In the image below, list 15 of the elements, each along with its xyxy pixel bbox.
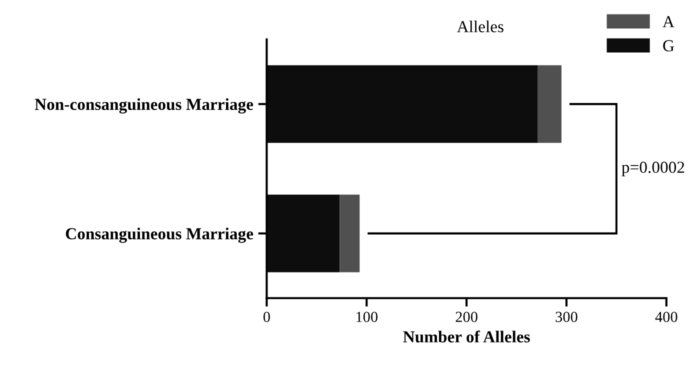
y-tick-label: Non-consanguineous Marriage xyxy=(34,98,254,114)
legend-title: Alleles xyxy=(456,20,504,32)
x-axis-title: Number of Alleles xyxy=(403,330,530,342)
x-tick-label: 100 xyxy=(356,312,378,322)
x-tick-label: 200 xyxy=(456,312,478,322)
y-tick-label: Consanguineous Marriage xyxy=(66,228,254,243)
x-tick-label: 400 xyxy=(655,312,678,322)
annotation: p=0.0002 xyxy=(622,162,684,176)
bar xyxy=(340,194,360,272)
bar xyxy=(537,65,562,143)
x-tick-label: 0 xyxy=(263,312,270,322)
legend-label: G xyxy=(663,40,674,52)
legend-label: A xyxy=(662,16,674,28)
x-tick-label: 300 xyxy=(556,312,578,322)
bar xyxy=(266,194,340,272)
